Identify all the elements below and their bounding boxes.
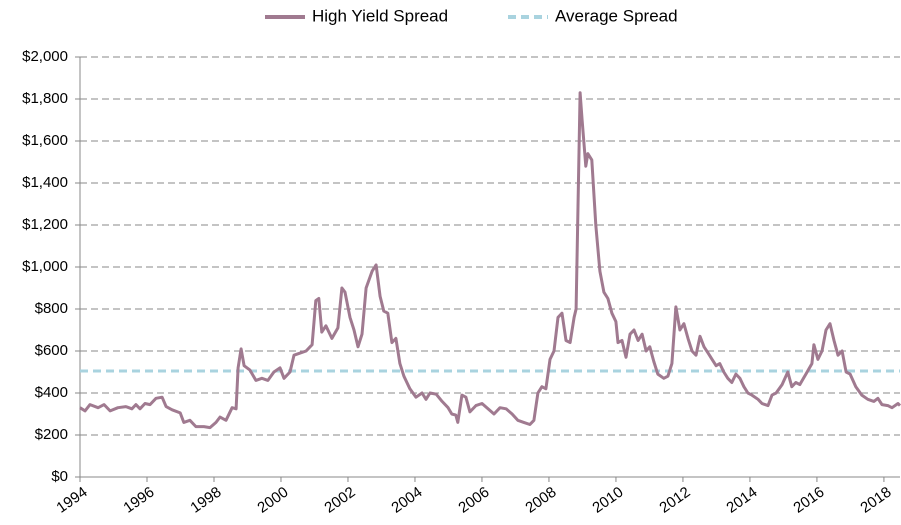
x-tick-label: 2012: [656, 484, 693, 517]
y-tick-label: $1,800: [22, 90, 68, 107]
x-tick-label: 2014: [723, 484, 760, 517]
legend-label: Average Spread: [555, 6, 678, 25]
x-tick-label: 1994: [53, 484, 90, 517]
legend-label: High Yield Spread: [312, 6, 448, 25]
x-tick-label: 2000: [254, 484, 291, 517]
x-tick-label: 2002: [321, 484, 358, 517]
x-tick-label: 2010: [589, 484, 626, 517]
y-tick-label: $0: [51, 468, 68, 485]
legend: High Yield Spread Average Spread: [265, 6, 678, 25]
x-tick-label: 1996: [120, 484, 157, 517]
y-tick-label: $800: [35, 300, 68, 317]
y-tick-label: $1,600: [22, 132, 68, 149]
y-tick-label: $400: [35, 384, 68, 401]
y-tick-label: $1,200: [22, 216, 68, 233]
y-tick-label: $1,000: [22, 258, 68, 275]
y-tick-label: $1,400: [22, 174, 68, 191]
x-tick-label: 2006: [455, 484, 492, 517]
y-tick-label: $200: [35, 426, 68, 443]
series-line: [79, 91, 901, 430]
x-tick-label: 1998: [187, 484, 224, 517]
x-tick-label: 2004: [388, 484, 425, 517]
x-tick-label: 2018: [857, 484, 894, 517]
x-tick-label: 2016: [790, 484, 827, 517]
y-tick-label: $2,000: [22, 48, 68, 65]
y-tick-label: $600: [35, 342, 68, 359]
x-tick-label: 2008: [522, 484, 559, 517]
